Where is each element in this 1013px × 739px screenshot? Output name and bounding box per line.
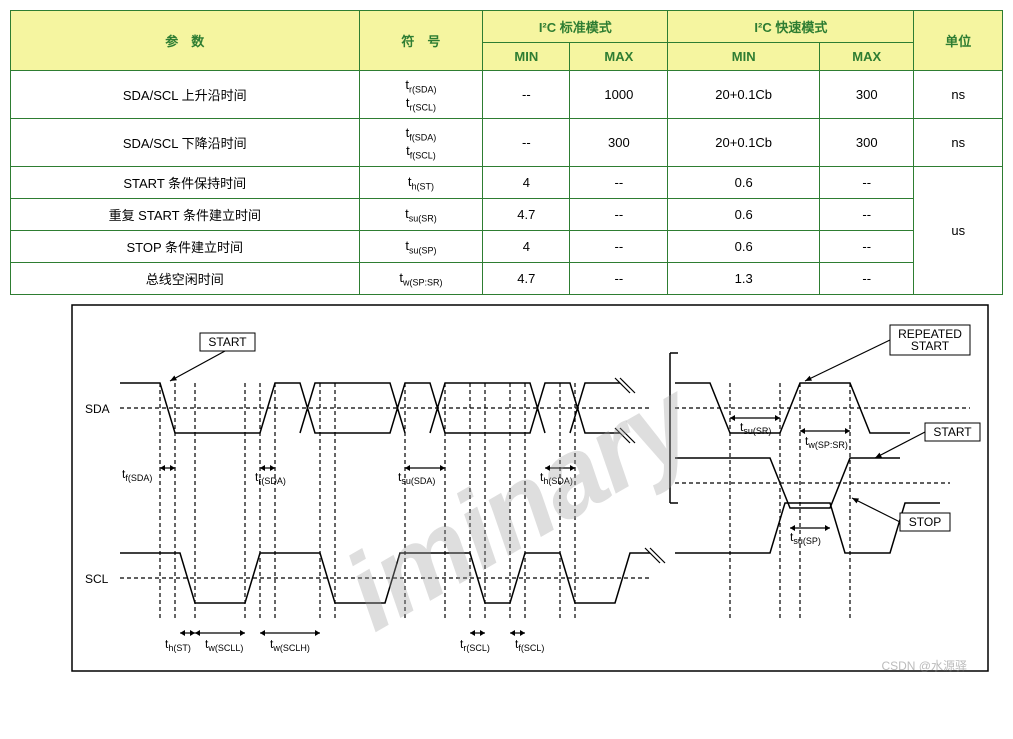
svg-text:tw(SCLL): tw(SCLL) — [205, 637, 243, 653]
svg-text:START: START — [208, 335, 247, 349]
symbol-cell: tw(SP:SR) — [359, 263, 483, 295]
hdr-symbol: 符 号 — [359, 11, 483, 71]
value-cell: 20+0.1Cb — [668, 71, 820, 119]
value-cell: 0.6 — [668, 199, 820, 231]
symbol-cell: tsu(SP) — [359, 231, 483, 263]
value-cell: 20+0.1Cb — [668, 119, 820, 167]
value-cell: 1.3 — [668, 263, 820, 295]
param-cell: SDA/SCL 下降沿时间 — [11, 119, 360, 167]
hdr-fast-min: MIN — [668, 43, 820, 71]
table-row: SDA/SCL 上升沿时间tr(SDA)tr(SCL)--100020+0.1C… — [11, 71, 1003, 119]
value-cell: -- — [570, 263, 668, 295]
symbol-cell: th(ST) — [359, 167, 483, 199]
svg-text:tw(SP:SR): tw(SP:SR) — [805, 434, 848, 450]
symbol-cell: tsu(SR) — [359, 199, 483, 231]
unit-cell: ns — [914, 71, 1003, 119]
svg-text:th(ST): th(ST) — [165, 637, 191, 653]
table-row: STOP 条件建立时间tsu(SP)4--0.6-- — [11, 231, 1003, 263]
table-body: SDA/SCL 上升沿时间tr(SDA)tr(SCL)--100020+0.1C… — [11, 71, 1003, 295]
svg-text:SCL: SCL — [85, 572, 109, 586]
hdr-std-max: MAX — [570, 43, 668, 71]
value-cell: 300 — [820, 119, 914, 167]
value-cell: -- — [483, 119, 570, 167]
value-cell: -- — [820, 263, 914, 295]
value-cell: 300 — [820, 71, 914, 119]
value-cell: 0.6 — [668, 231, 820, 263]
symbol-cell: tf(SDA)tf(SCL) — [359, 119, 483, 167]
value-cell: -- — [570, 199, 668, 231]
value-cell: -- — [570, 231, 668, 263]
value-cell: -- — [570, 167, 668, 199]
table-row: 重复 START 条件建立时间tsu(SR)4.7--0.6-- — [11, 199, 1003, 231]
value-cell: 4 — [483, 167, 570, 199]
value-cell: 1000 — [570, 71, 668, 119]
hdr-fast-max: MAX — [820, 43, 914, 71]
timing-diagram-svg: SDASCLSTARTREPEATEDSTARTSTOPSTARTtf(SDA)… — [70, 303, 990, 673]
hdr-param: 参 数 — [11, 11, 360, 71]
timing-diagram-container: SDASCLSTARTREPEATEDSTARTSTOPSTARTtf(SDA)… — [70, 303, 973, 678]
param-cell: SDA/SCL 上升沿时间 — [11, 71, 360, 119]
svg-text:START: START — [911, 339, 950, 353]
param-cell: STOP 条件建立时间 — [11, 231, 360, 263]
value-cell: -- — [820, 199, 914, 231]
svg-text:tf(SDA): tf(SDA) — [122, 467, 152, 483]
param-cell: 重复 START 条件建立时间 — [11, 199, 360, 231]
unit-cell: us — [914, 167, 1003, 295]
value-cell: 300 — [570, 119, 668, 167]
value-cell: 4.7 — [483, 199, 570, 231]
svg-text:th(SDA): th(SDA) — [540, 470, 573, 486]
svg-text:tr(SDA): tr(SDA) — [255, 470, 286, 486]
value-cell: -- — [820, 231, 914, 263]
value-cell: -- — [820, 167, 914, 199]
i2c-spec-table: 参 数 符 号 I²C 标准模式 I²C 快速模式 单位 MIN MAX MIN… — [10, 10, 1003, 295]
value-cell: 4.7 — [483, 263, 570, 295]
svg-text:tsu(SDA): tsu(SDA) — [398, 470, 435, 486]
hdr-std: I²C 标准模式 — [483, 11, 668, 43]
value-cell: -- — [483, 71, 570, 119]
svg-text:SDA: SDA — [85, 402, 110, 416]
hdr-std-min: MIN — [483, 43, 570, 71]
svg-text:START: START — [933, 425, 972, 439]
svg-text:tr(SCL): tr(SCL) — [460, 637, 490, 653]
svg-text:tsu(SR): tsu(SR) — [740, 420, 771, 436]
hdr-fast: I²C 快速模式 — [668, 11, 914, 43]
symbol-cell: tr(SDA)tr(SCL) — [359, 71, 483, 119]
param-cell: 总线空闲时间 — [11, 263, 360, 295]
hdr-unit: 单位 — [914, 11, 1003, 71]
svg-text:tf(SCL): tf(SCL) — [515, 637, 544, 653]
value-cell: 4 — [483, 231, 570, 263]
value-cell: 0.6 — [668, 167, 820, 199]
csdn-credit: CSDN @水源驿 — [881, 657, 967, 674]
svg-text:tsu(SP): tsu(SP) — [790, 530, 821, 546]
svg-text:tw(SCLH): tw(SCLH) — [270, 637, 310, 653]
unit-cell: ns — [914, 119, 1003, 167]
svg-text:STOP: STOP — [909, 515, 941, 529]
param-cell: START 条件保持时间 — [11, 167, 360, 199]
table-row: SDA/SCL 下降沿时间tf(SDA)tf(SCL)--30020+0.1Cb… — [11, 119, 1003, 167]
table-row: START 条件保持时间th(ST)4--0.6--us — [11, 167, 1003, 199]
table-row: 总线空闲时间tw(SP:SR)4.7--1.3-- — [11, 263, 1003, 295]
